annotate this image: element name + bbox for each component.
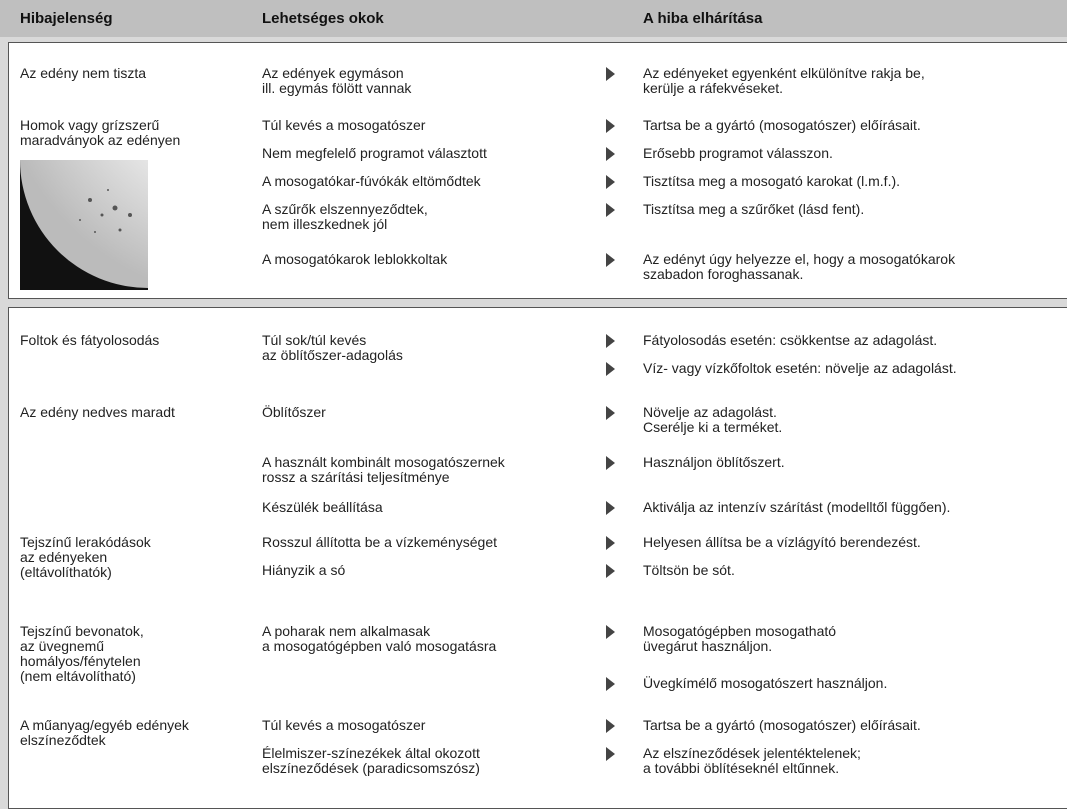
section	[8, 42, 1067, 299]
remedy: Helyesen állítsa be a vízlágyító berende…	[643, 534, 921, 550]
remedy: Tisztítsa meg a szűrőket (lásd fent).	[643, 201, 865, 217]
remedy: Használjon öblítőszert.	[643, 454, 785, 470]
remedy: Tartsa be a gyártó (mosogatószer) előírá…	[643, 117, 921, 133]
arrow	[606, 501, 615, 515]
column-title: Hibajelenség	[20, 10, 113, 27]
cause: Az edények egymáson ill. egymás fölött v…	[262, 65, 412, 96]
remedy: Tisztítsa meg a mosogató karokat (l.m.f.…	[643, 173, 901, 189]
symptom: A műanyag/egyéb edények elszíneződtek	[20, 717, 189, 748]
remedy: Aktiválja az intenzív szárítást (modellt…	[643, 499, 951, 515]
remedy: Növelje az adagolást. Cserélje ki a term…	[643, 404, 783, 435]
symptom: Foltok és fátyolosodás	[20, 332, 160, 348]
section	[8, 307, 1067, 809]
arrow	[606, 456, 615, 470]
arrow	[606, 175, 615, 189]
arrow	[606, 625, 615, 639]
cause: Öblítőszer	[262, 404, 326, 420]
illustration	[20, 160, 148, 290]
cause: Nem megfelelő programot választott	[262, 145, 487, 161]
remedy: Mosogatógépben mosogatható üvegárut hasz…	[643, 623, 837, 654]
arrow	[606, 362, 615, 376]
remedy: Fátyolosodás esetén: csökkentse az adago…	[643, 332, 938, 348]
cause: Túl kevés a mosogatószer	[262, 717, 426, 733]
arrow	[606, 719, 615, 733]
remedy: Az elszíneződések jelentéktelenek; a tov…	[643, 745, 861, 776]
header: Hibajelenség Lehetséges okok A hiba elhá…	[0, 0, 1067, 37]
arrow	[606, 119, 615, 133]
column-title: A hiba elhárítása	[643, 10, 763, 27]
remedy: Víz- vagy vízkőfoltok esetén: növelje az…	[643, 360, 957, 376]
column-title: Lehetséges okok	[262, 10, 384, 27]
remedy: Tartsa be a gyártó (mosogatószer) előírá…	[643, 717, 921, 733]
arrow	[606, 677, 615, 691]
cause: A poharak nem alkalmasak a mosogatógépbe…	[262, 623, 497, 654]
remedy: Az edényt úgy helyezze el, hogy a mosoga…	[643, 251, 956, 282]
arrow	[606, 147, 615, 161]
arrow	[606, 334, 615, 348]
remedy: Üvegkímélő mosogatószert használjon.	[643, 675, 888, 691]
arrow	[606, 747, 615, 761]
cause: Túl sok/túl kevés az öblítőszer-adagolás	[262, 332, 403, 363]
cause: A mosogatókar-fúvókák eltömődtek	[262, 173, 481, 189]
symptom: Tejszínű bevonatok, az üvegnemű homályos…	[20, 623, 144, 684]
remedy: Erősebb programot válasszon.	[643, 145, 833, 161]
cause: Rosszul állította be a vízkeménységet	[262, 534, 498, 550]
cause: Túl kevés a mosogatószer	[262, 117, 426, 133]
remedy: Az edényeket egyenként elkülönítve rakja…	[643, 65, 925, 96]
symptom: Tejszínű lerakódások az edényeken (eltáv…	[20, 534, 151, 580]
arrow	[606, 536, 615, 550]
cause: Élelmiszer-színezékek által okozott elsz…	[262, 745, 480, 776]
remedy: Töltsön be sót.	[643, 562, 735, 578]
cause: A mosogatókarok leblokkoltak	[262, 251, 448, 267]
symptom: Az edény nedves maradt	[20, 404, 175, 420]
arrow	[606, 67, 615, 81]
cause: Készülék beállítása	[262, 499, 383, 515]
arrow	[606, 253, 615, 267]
arrow	[606, 564, 615, 578]
symptom: Homok vagy grízszerű maradványok az edén…	[20, 117, 181, 148]
cause: Hiányzik a só	[262, 562, 346, 578]
cause: A használt kombinált mosogatószernek ros…	[262, 454, 505, 485]
symptom: Az edény nem tiszta	[20, 65, 147, 81]
cause: A szűrők elszennyeződtek, nem illeszkedn…	[262, 201, 428, 232]
arrow	[606, 406, 615, 420]
arrow	[606, 203, 615, 217]
